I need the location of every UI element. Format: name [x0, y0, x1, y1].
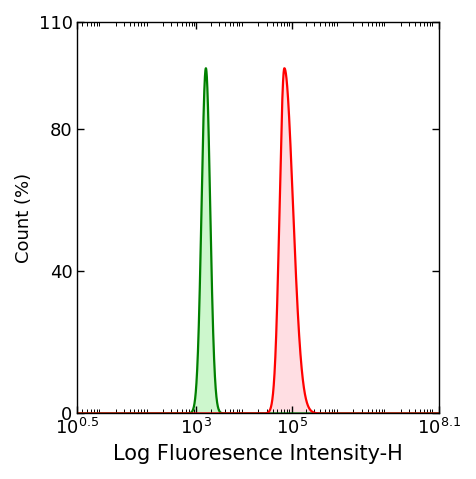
X-axis label: Log Fluoresence Intensity-H: Log Fluoresence Intensity-H [113, 444, 403, 464]
Y-axis label: Count (%): Count (%) [15, 172, 33, 263]
